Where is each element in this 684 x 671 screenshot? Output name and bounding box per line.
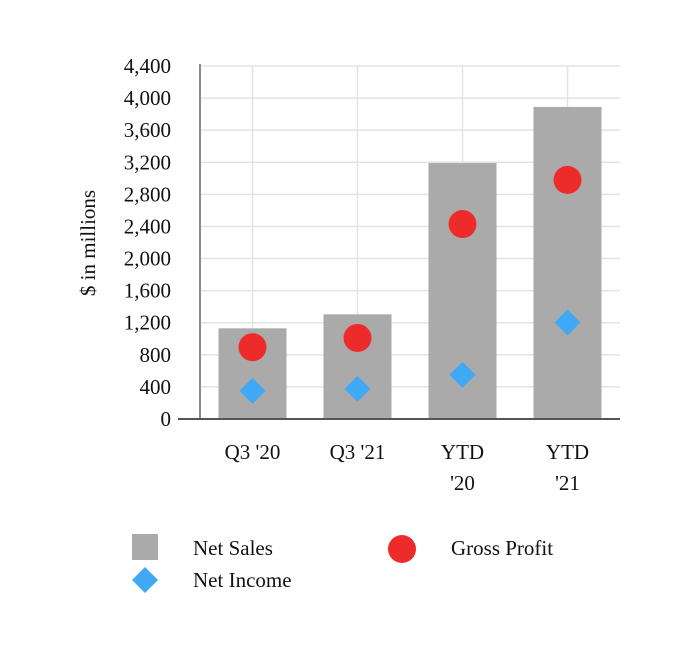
y-tick-label: 4,400 [124, 54, 171, 78]
x-tick-label: YTD [441, 440, 484, 464]
y-tick-label: 400 [140, 375, 172, 399]
y-tick-label: 3,200 [124, 150, 171, 174]
legend-label-net-income: Net Income [193, 568, 292, 592]
marker-net-income [554, 309, 581, 336]
marker-gross-profit [448, 210, 477, 239]
bars [218, 106, 602, 420]
markers [238, 165, 582, 404]
legend-label-net-sales: Net Sales [193, 536, 273, 560]
axes [178, 64, 620, 420]
y-tick-label: 3,600 [124, 118, 171, 142]
x-tick-label: '20 [450, 471, 475, 495]
marker-gross-profit [343, 323, 372, 352]
x-tick-label: Q3 '21 [330, 440, 386, 464]
y-tick-label: 1,200 [124, 311, 171, 335]
y-tick-label: 2,800 [124, 182, 171, 206]
x-tick-label: '21 [555, 471, 580, 495]
marker-net-income [239, 377, 266, 404]
marker-net-income [344, 375, 371, 402]
x-tick-labels: Q3 '20 Q3 '21 YTD '20 YTD '21 [225, 440, 589, 495]
y-tick-labels: 0 400 800 1,200 1,600 2,000 2,400 2,800 3,200 3,6… [124, 54, 171, 431]
legend-swatch-gross-profit [388, 535, 416, 563]
y-tick-label: 800 [140, 343, 172, 367]
y-tick-label: 1,600 [124, 279, 171, 303]
x-tick-label: Q3 '20 [225, 440, 281, 464]
y-axis-title: $ in millions [76, 190, 100, 296]
marker-net-income [449, 361, 476, 388]
x-tick-label: YTD [546, 440, 589, 464]
y-tick-label: 0 [161, 407, 172, 431]
bar-net-sales [533, 106, 602, 420]
y-tick-label: 2,400 [124, 214, 171, 238]
legend-swatch-net-income [132, 567, 158, 593]
marker-gross-profit [238, 333, 267, 362]
legend-label-gross-profit: Gross Profit [451, 536, 553, 560]
y-tick-label: 4,000 [124, 86, 171, 110]
legend: Net Sales Gross Profit Net Income [132, 534, 553, 593]
legend-swatch-net-sales [132, 534, 158, 560]
marker-gross-profit [553, 165, 582, 194]
y-tick-label: 2,000 [124, 247, 171, 271]
